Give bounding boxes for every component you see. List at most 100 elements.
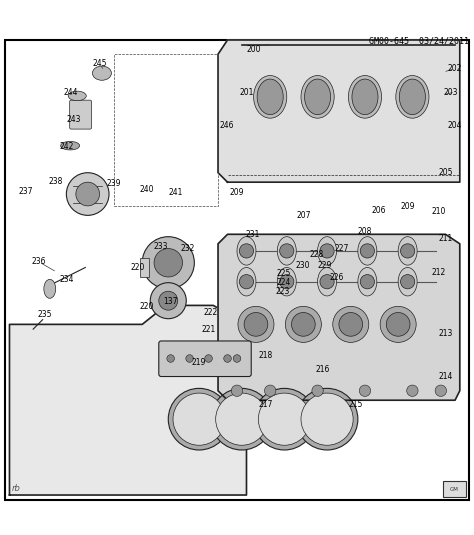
Text: 220: 220 [140, 302, 154, 311]
Text: 215: 215 [348, 401, 363, 409]
Text: 222: 222 [204, 308, 218, 317]
Text: 211: 211 [438, 234, 453, 242]
Circle shape [339, 312, 363, 336]
Text: 227: 227 [334, 244, 348, 253]
Circle shape [76, 182, 100, 206]
Text: 210: 210 [431, 207, 446, 216]
Ellipse shape [254, 75, 287, 118]
Ellipse shape [68, 91, 86, 101]
Text: 232: 232 [180, 244, 194, 253]
Text: 212: 212 [431, 268, 446, 277]
Polygon shape [218, 234, 460, 400]
Text: 209: 209 [230, 188, 244, 197]
Bar [443, 481, 466, 498]
Circle shape [231, 385, 243, 396]
Circle shape [154, 249, 182, 277]
Ellipse shape [348, 75, 382, 118]
Text: 238: 238 [49, 177, 63, 186]
Text: 218: 218 [258, 350, 273, 360]
Polygon shape [9, 305, 246, 495]
Circle shape [407, 385, 418, 396]
Text: 242: 242 [59, 142, 73, 151]
Circle shape [312, 385, 323, 396]
Circle shape [360, 274, 374, 289]
Text: 235: 235 [38, 310, 52, 319]
FancyBboxPatch shape [70, 100, 91, 129]
Text: 231: 231 [246, 230, 260, 239]
Text: 229: 229 [318, 261, 332, 270]
Text: 207: 207 [296, 211, 310, 220]
Bar [114, 54, 218, 206]
Circle shape [320, 274, 334, 289]
Text: 219: 219 [192, 358, 206, 367]
Text: 224: 224 [276, 278, 291, 287]
Ellipse shape [277, 268, 296, 296]
Ellipse shape [61, 141, 80, 150]
Text: GM: GM [450, 487, 459, 492]
Circle shape [401, 244, 415, 258]
Circle shape [296, 388, 358, 450]
Ellipse shape [304, 79, 331, 114]
Circle shape [301, 393, 353, 445]
Text: 243: 243 [66, 115, 81, 124]
Text: 239: 239 [107, 179, 121, 188]
Text: 204: 204 [448, 121, 462, 130]
Ellipse shape [237, 268, 256, 296]
Circle shape [244, 312, 268, 336]
Text: 217: 217 [258, 401, 273, 409]
Ellipse shape [301, 75, 334, 118]
Text: 241: 241 [168, 188, 182, 197]
Text: 203: 203 [443, 88, 457, 97]
FancyBboxPatch shape [159, 341, 251, 377]
Ellipse shape [257, 79, 283, 114]
Text: 234: 234 [59, 275, 73, 284]
Circle shape [186, 355, 193, 362]
Circle shape [205, 355, 212, 362]
Circle shape [258, 393, 310, 445]
Ellipse shape [396, 75, 429, 118]
Circle shape [359, 385, 371, 396]
Circle shape [320, 244, 334, 258]
Text: 221: 221 [201, 325, 216, 334]
Text: 230: 230 [295, 261, 310, 270]
Text: 200: 200 [246, 45, 261, 54]
Circle shape [239, 274, 254, 289]
Ellipse shape [277, 236, 296, 265]
Text: 208: 208 [358, 227, 372, 236]
Text: rb: rb [12, 484, 21, 493]
Text: 245: 245 [92, 59, 107, 68]
Text: 206: 206 [372, 206, 386, 215]
Circle shape [380, 307, 416, 342]
Text: 201: 201 [239, 88, 254, 97]
Circle shape [254, 388, 315, 450]
Circle shape [233, 355, 241, 362]
Circle shape [142, 236, 194, 289]
Text: 223: 223 [275, 287, 290, 296]
Ellipse shape [92, 66, 111, 80]
Text: GM00-645  03/24/2011: GM00-645 03/24/2011 [369, 36, 469, 45]
Circle shape [333, 307, 369, 342]
Circle shape [239, 244, 254, 258]
Text: 246: 246 [219, 121, 234, 130]
Ellipse shape [44, 279, 56, 299]
Circle shape [173, 393, 225, 445]
Ellipse shape [358, 268, 377, 296]
Circle shape [292, 312, 315, 336]
Ellipse shape [318, 268, 337, 296]
Text: 236: 236 [32, 257, 46, 266]
Bar [140, 258, 149, 277]
Text: 244: 244 [64, 88, 78, 97]
Text: 233: 233 [154, 242, 168, 251]
Circle shape [386, 312, 410, 336]
Circle shape [66, 173, 109, 216]
Circle shape [280, 274, 294, 289]
Text: 202: 202 [448, 64, 462, 73]
Ellipse shape [318, 236, 337, 265]
Circle shape [401, 274, 415, 289]
Polygon shape [218, 40, 460, 182]
Ellipse shape [237, 236, 256, 265]
Ellipse shape [352, 79, 378, 114]
Circle shape [167, 355, 174, 362]
Ellipse shape [398, 268, 417, 296]
Circle shape [224, 355, 231, 362]
